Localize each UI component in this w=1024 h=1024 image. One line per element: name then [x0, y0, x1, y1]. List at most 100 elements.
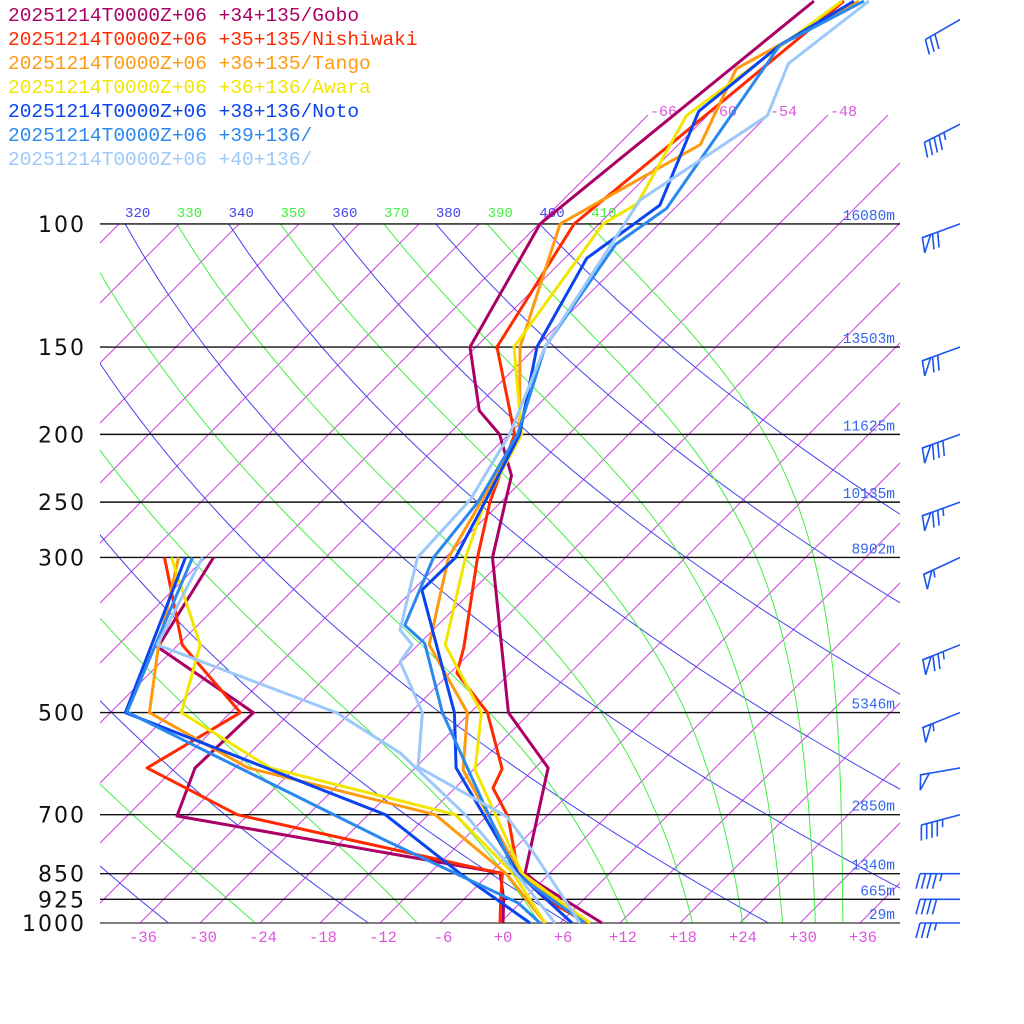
- height-label: 2850m: [851, 800, 895, 816]
- wind-barb-half: [942, 651, 945, 660]
- moist-adiabat: [100, 271, 629, 923]
- theta-label: 340: [229, 206, 254, 222]
- moist-adiabat: [100, 783, 257, 923]
- wind-barb-full: [926, 922, 932, 939]
- temperature-tick-label: -30: [189, 929, 217, 947]
- wind-barb: [922, 644, 961, 676]
- isotherm-line: [739, 762, 900, 923]
- wind-barb-full: [931, 873, 938, 889]
- temperature-tick-label: -6: [434, 929, 453, 947]
- dry-adiabat: [331, 224, 900, 695]
- wind-barb-full: [915, 922, 921, 939]
- wind-barb: [921, 501, 961, 532]
- isotherm-label: -48: [830, 104, 857, 121]
- wind-barb-pennant: [921, 356, 932, 377]
- wind-barb: [923, 123, 961, 158]
- theta-label: 370: [384, 206, 409, 222]
- temperature-tick-label: +24: [729, 929, 757, 947]
- isotherm-line: [799, 822, 900, 923]
- wind-barb-full: [936, 355, 940, 371]
- isobars: [100, 223, 900, 924]
- wind-barb-full: [932, 655, 936, 672]
- isotherm-line: [100, 114, 889, 904]
- wind-barb: [921, 433, 961, 464]
- isotherm-line: [100, 223, 480, 604]
- isotherm-line: [100, 223, 300, 424]
- height-label: 11625m: [843, 419, 895, 435]
- theta-label: 380: [436, 206, 461, 222]
- wind-barb-full: [942, 440, 946, 457]
- moist-adiabat: [279, 224, 744, 923]
- moist-adiabats: [100, 224, 844, 923]
- temperature-tick-label: +12: [609, 929, 637, 947]
- dry-adiabat: [100, 865, 170, 923]
- legend-item-gobo: 20251214T0000Z+06 +34+135/Gobo: [8, 5, 360, 27]
- tango-dewpoint-line: [147, 557, 547, 924]
- pressure-label: 925: [38, 888, 86, 913]
- temperature-tick-label: +36: [849, 929, 877, 947]
- isotherm-line: [100, 114, 709, 724]
- wind-barb-full: [937, 653, 941, 670]
- dry-adiabat: [124, 224, 900, 889]
- noto-temperature-line: [420, 0, 855, 925]
- moist-adiabat: [176, 224, 694, 923]
- wind-barb-full: [915, 899, 921, 915]
- wind-barb-half: [943, 132, 947, 141]
- wind-barb: [921, 346, 961, 377]
- pressure-label: 100: [38, 213, 86, 238]
- legend-item-nishiwaki: 20251214T0000Z+06 +35+135/Nishiwaki: [8, 29, 418, 51]
- wind-barb-half: [932, 723, 935, 732]
- wind-barb-pennant: [921, 511, 932, 532]
- wind-barb: [915, 898, 960, 915]
- -40-136-temperature-line: [398, 0, 870, 924]
- wind-barb-full: [931, 444, 935, 460]
- sounding-series: [123, 0, 870, 925]
- dry-adiabat: [100, 362, 770, 923]
- wind-barb-full: [920, 873, 927, 889]
- isotherm-line: [100, 223, 180, 304]
- isotherm-line: [319, 342, 900, 923]
- pressure-label: 200: [38, 423, 86, 448]
- wind-barb: [920, 813, 961, 841]
- wind-barb-pennant: [919, 772, 931, 791]
- isotherm-line: [100, 223, 240, 364]
- wind-barb-half: [932, 569, 936, 578]
- height-label: 10135m: [843, 487, 895, 503]
- theta-label: 390: [488, 206, 513, 222]
- wind-barb-full: [933, 137, 939, 153]
- wind-barb-full: [924, 39, 931, 55]
- theta-label: 320: [125, 206, 150, 222]
- isotherm-line: [259, 282, 900, 923]
- gobo-temperature-line: [468, 0, 815, 925]
- theta-label: 350: [280, 206, 305, 222]
- temperature-tick-label: -24: [249, 929, 277, 947]
- pressure-label: 500: [38, 702, 86, 727]
- wind-barb-pennant: [922, 569, 933, 590]
- isotherm-line: [139, 162, 900, 923]
- wind-barbs: [915, 18, 961, 939]
- awara-dewpoint-line: [170, 557, 547, 924]
- wind-barb-full: [931, 899, 938, 915]
- moist-adiabat: [383, 224, 784, 923]
- wind-barb-pennant: [921, 443, 932, 464]
- wind-barb-pennant: [922, 722, 933, 743]
- wind-barb-full: [931, 233, 935, 250]
- height-label: 665m: [860, 884, 895, 900]
- temperature-tick-label: +18: [669, 929, 697, 947]
- isotherm-label: -54: [770, 104, 797, 121]
- moist-adiabat: [588, 224, 844, 923]
- legend-item-40-136: 20251214T0000Z+06 +40+136/: [8, 149, 313, 171]
- wind-barb-full: [926, 899, 932, 915]
- wind-barb-full: [920, 922, 927, 939]
- wind-barb: [924, 18, 961, 55]
- isotherm-line: [679, 702, 900, 923]
- isotherm-line: [920, 115, 1024, 923]
- dry-adiabat: [100, 534, 570, 923]
- isotherm-label: -66: [650, 104, 677, 121]
- moist-adiabat: [486, 224, 816, 923]
- temperature-tick-label: -12: [369, 929, 397, 947]
- isotherm-line: [100, 223, 360, 484]
- dry-adiabat: [435, 224, 900, 604]
